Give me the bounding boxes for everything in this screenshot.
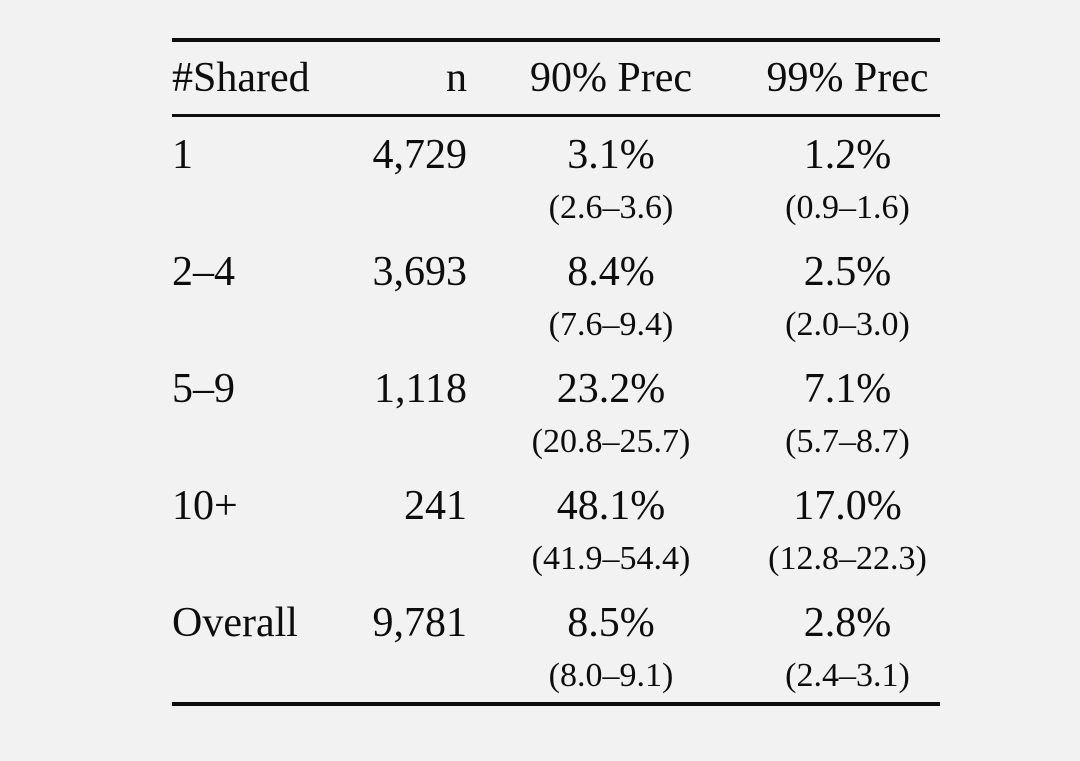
cell-n: 1,118	[352, 351, 467, 468]
cell-shared: 2–4	[172, 234, 352, 351]
prec90-value: 8.4%	[567, 249, 655, 295]
prec90-confidence-interval: (8.0–9.1)	[548, 657, 674, 694]
shared-value: 2–4	[172, 249, 235, 295]
n-value: 4,729	[372, 132, 468, 178]
prec90-confidence-interval: (20.8–25.7)	[531, 423, 691, 460]
precision-table-container: #Shared n 90% Prec 99% Prec 1 4,729 3.1%…	[172, 38, 940, 706]
prec99-confidence-interval: (2.4–3.1)	[785, 657, 910, 694]
column-header-n: n	[352, 40, 467, 117]
table-row: 10+ 241 48.1% (41.9–54.4) 17.0% (12.8–22…	[172, 468, 940, 585]
prec90-confidence-interval: (41.9–54.4)	[531, 540, 691, 577]
table-body: 1 4,729 3.1% (2.6–3.6) 1.2% (0.9–1.6) 2–…	[172, 116, 940, 705]
prec90-confidence-interval: (7.6–9.4)	[548, 306, 674, 343]
prec90-confidence-interval: (2.6–3.6)	[548, 189, 674, 226]
prec99-value: 2.5%	[803, 249, 892, 295]
cell-prec90: 8.5% (8.0–9.1)	[467, 585, 755, 704]
cell-n: 4,729	[352, 116, 468, 235]
prec90-value: 23.2%	[556, 366, 666, 412]
cell-shared: Overall	[172, 585, 352, 704]
cell-prec99: 1.2% (0.9–1.6)	[755, 116, 940, 235]
prec99-confidence-interval: (2.0–3.0)	[785, 306, 910, 343]
prec99-value: 1.2%	[803, 132, 892, 178]
cell-prec90: 48.1% (41.9–54.4)	[467, 468, 755, 585]
cell-prec99: 2.8% (2.4–3.1)	[755, 585, 940, 704]
cell-prec90: 3.1% (2.6–3.6)	[467, 116, 755, 235]
cell-prec90: 23.2% (20.8–25.7)	[467, 351, 755, 468]
shared-value: 1	[172, 132, 193, 178]
prec90-value: 48.1%	[556, 483, 666, 529]
cell-shared: 10+	[172, 468, 352, 585]
column-header-prec99: 99% Prec	[755, 40, 940, 117]
cell-prec99: 17.0% (12.8–22.3)	[755, 468, 940, 585]
cell-n: 3,693	[352, 234, 468, 351]
cell-prec90: 8.4% (7.6–9.4)	[467, 234, 755, 351]
prec99-value: 7.1%	[803, 366, 892, 412]
shared-value: Overall	[172, 600, 298, 646]
cell-shared: 5–9	[172, 351, 352, 468]
n-value: 3,693	[372, 249, 468, 295]
prec90-value: 8.5%	[567, 600, 655, 646]
prec99-value: 17.0%	[793, 483, 902, 529]
cell-shared: 1	[172, 116, 352, 235]
table-row: 5–9 1,118 23.2% (20.8–25.7) 7.1% (5.7–8.…	[172, 351, 940, 468]
prec99-value: 2.8%	[803, 600, 892, 646]
n-value: 9,781	[372, 600, 468, 646]
prec99-confidence-interval: (5.7–8.7)	[785, 423, 910, 460]
precision-table: #Shared n 90% Prec 99% Prec 1 4,729 3.1%…	[172, 38, 940, 706]
cell-prec99: 2.5% (2.0–3.0)	[755, 234, 940, 351]
cell-n: 241	[352, 468, 467, 585]
header-row: #Shared n 90% Prec 99% Prec	[172, 40, 940, 117]
shared-value: 5–9	[172, 366, 235, 412]
table-header: #Shared n 90% Prec 99% Prec	[172, 40, 940, 117]
table-row: Overall 9,781 8.5% (8.0–9.1) 2.8% (2.4–3…	[172, 585, 940, 704]
prec99-confidence-interval: (0.9–1.6)	[785, 189, 910, 226]
prec90-value: 3.1%	[567, 132, 655, 178]
column-header-prec90: 90% Prec	[467, 40, 755, 117]
column-header-shared: #Shared	[172, 40, 352, 117]
shared-value: 10+	[172, 483, 238, 529]
cell-prec99: 7.1% (5.7–8.7)	[755, 351, 940, 468]
table-row: 2–4 3,693 8.4% (7.6–9.4) 2.5% (2.0–3.0)	[172, 234, 940, 351]
table-row: 1 4,729 3.1% (2.6–3.6) 1.2% (0.9–1.6)	[172, 116, 940, 235]
n-value: 1,118	[374, 366, 467, 412]
prec99-confidence-interval: (12.8–22.3)	[768, 540, 927, 577]
n-value: 241	[404, 483, 467, 529]
cell-n: 9,781	[352, 585, 468, 704]
